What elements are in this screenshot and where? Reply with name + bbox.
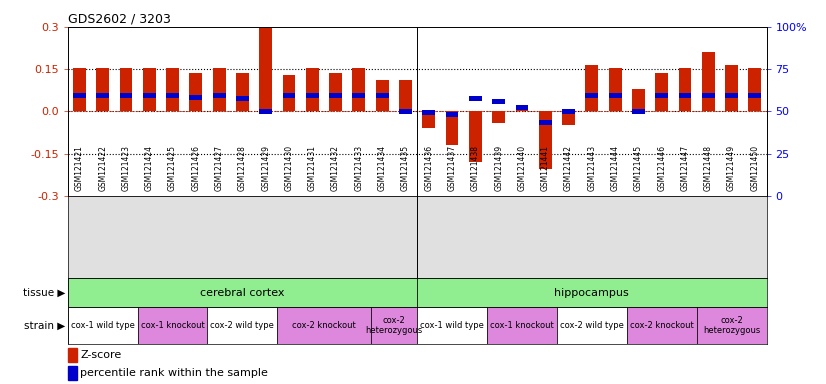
Text: cox-1 wild type: cox-1 wild type xyxy=(420,321,484,330)
Bar xyxy=(422,111,435,128)
Text: percentile rank within the sample: percentile rank within the sample xyxy=(80,368,268,378)
Bar xyxy=(609,93,621,98)
Bar xyxy=(446,112,458,117)
Bar xyxy=(422,110,435,115)
Text: strain ▶: strain ▶ xyxy=(24,320,65,331)
Bar xyxy=(282,93,296,98)
Bar xyxy=(259,28,272,111)
Bar xyxy=(539,120,552,125)
Bar xyxy=(725,93,738,98)
Bar xyxy=(68,366,77,380)
Bar xyxy=(627,307,696,344)
Bar xyxy=(330,73,342,111)
Text: cox-2 wild type: cox-2 wild type xyxy=(560,321,624,330)
Bar xyxy=(469,111,482,162)
Text: cox-1 knockout: cox-1 knockout xyxy=(490,321,553,330)
Bar xyxy=(166,68,179,111)
Bar xyxy=(306,93,319,98)
Bar xyxy=(417,278,767,307)
Bar xyxy=(282,75,296,111)
Bar xyxy=(632,89,645,111)
Bar xyxy=(306,68,319,111)
Bar xyxy=(748,93,762,98)
Bar xyxy=(487,307,557,344)
Bar xyxy=(702,52,714,111)
Bar xyxy=(236,73,249,111)
Bar xyxy=(68,278,417,307)
Bar xyxy=(97,68,109,111)
Bar xyxy=(655,93,668,98)
Bar xyxy=(143,68,155,111)
Bar xyxy=(492,111,505,122)
Bar xyxy=(166,93,179,98)
Bar xyxy=(278,307,371,344)
Bar xyxy=(353,93,365,98)
Bar xyxy=(539,111,552,169)
Bar xyxy=(563,109,575,114)
Text: cox-2 wild type: cox-2 wild type xyxy=(211,321,274,330)
Bar xyxy=(120,93,132,98)
Bar xyxy=(68,348,77,362)
Bar xyxy=(586,65,598,111)
Text: cox-2 knockout: cox-2 knockout xyxy=(292,321,356,330)
Bar xyxy=(213,68,225,111)
Bar xyxy=(73,68,86,111)
Bar xyxy=(586,93,598,98)
Bar xyxy=(73,93,86,98)
Bar xyxy=(655,73,668,111)
Text: hippocampus: hippocampus xyxy=(554,288,629,298)
Bar xyxy=(725,65,738,111)
Bar xyxy=(679,68,691,111)
Bar xyxy=(353,68,365,111)
Bar xyxy=(138,307,207,344)
Bar xyxy=(702,93,714,98)
Text: cox-2
heterozygous: cox-2 heterozygous xyxy=(365,316,422,335)
Bar xyxy=(330,93,342,98)
Bar xyxy=(120,68,132,111)
Bar xyxy=(446,111,458,145)
Bar xyxy=(376,80,388,111)
Bar xyxy=(189,73,202,111)
Bar xyxy=(492,99,505,104)
Bar xyxy=(515,104,529,110)
Text: cox-1 knockout: cox-1 knockout xyxy=(140,321,204,330)
Bar xyxy=(97,93,109,98)
Text: Z-score: Z-score xyxy=(80,350,121,360)
Bar xyxy=(469,96,482,101)
Text: cox-2 knockout: cox-2 knockout xyxy=(630,321,694,330)
Bar xyxy=(399,109,412,114)
Bar xyxy=(515,106,529,111)
Bar xyxy=(259,109,272,114)
Bar xyxy=(632,109,645,114)
Bar xyxy=(417,307,487,344)
Bar xyxy=(557,307,627,344)
Bar xyxy=(609,68,621,111)
Bar xyxy=(207,307,278,344)
Bar xyxy=(371,307,417,344)
Text: GDS2602 / 3203: GDS2602 / 3203 xyxy=(68,13,171,26)
Bar xyxy=(399,80,412,111)
Bar xyxy=(563,111,575,126)
Text: cox-1 wild type: cox-1 wild type xyxy=(71,321,135,330)
Text: cerebral cortex: cerebral cortex xyxy=(200,288,285,298)
Bar xyxy=(696,307,767,344)
Text: cox-2
heterozygous: cox-2 heterozygous xyxy=(703,316,760,335)
Bar xyxy=(143,93,155,98)
Bar xyxy=(748,68,762,111)
Bar xyxy=(376,93,388,98)
Bar xyxy=(68,307,138,344)
Text: tissue ▶: tissue ▶ xyxy=(23,288,65,298)
Bar xyxy=(189,95,202,100)
Bar xyxy=(236,96,249,101)
Bar xyxy=(213,93,225,98)
Bar xyxy=(679,93,691,98)
